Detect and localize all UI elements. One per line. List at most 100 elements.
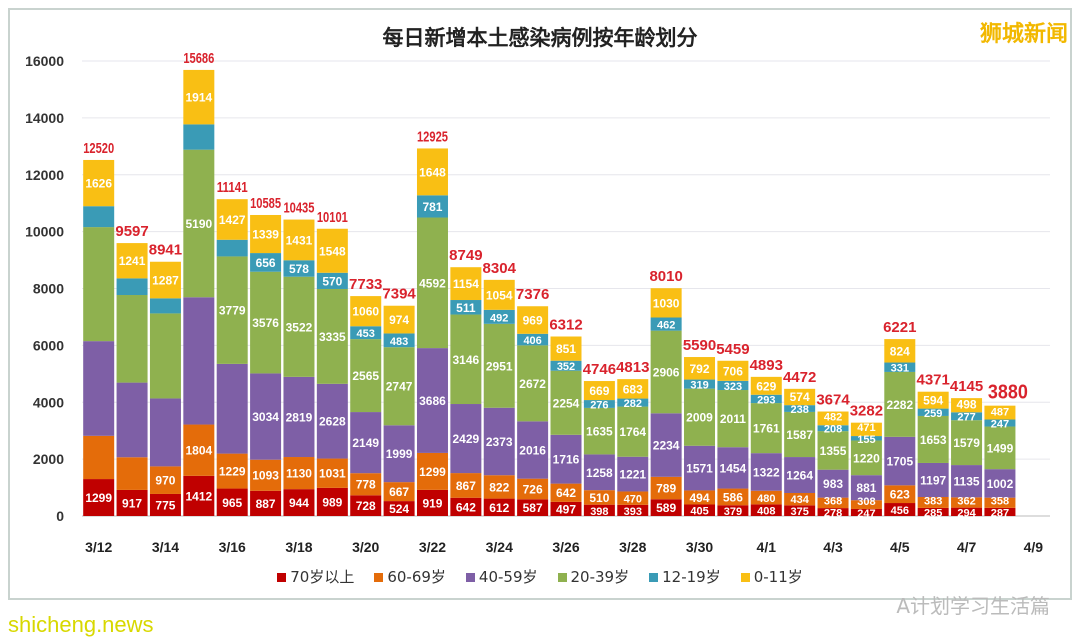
segment-label: 792: [690, 362, 710, 376]
bar-segment: [383, 305, 415, 334]
bar-segment: [784, 388, 816, 406]
segment-label: 629: [756, 379, 776, 393]
bar-segment: [216, 453, 248, 489]
segment-label: 1299: [85, 491, 112, 505]
bar-segment: [784, 411, 816, 458]
segment-label: 406: [523, 335, 541, 347]
total-label: 3880: [988, 382, 1028, 404]
bar-segment: [951, 497, 983, 508]
segment-label: 498: [957, 398, 977, 412]
bar-segment: [717, 390, 749, 448]
segment-label: 1355: [820, 444, 847, 458]
total-label: 7733: [349, 276, 382, 293]
bar-segment: [416, 489, 448, 516]
bar-segment: [917, 415, 949, 463]
bar-segment: [450, 497, 482, 516]
bar-segment: [750, 403, 782, 454]
segment-label: 3779: [219, 304, 246, 318]
segment-label: 368: [824, 496, 842, 508]
segment-label: 294: [957, 507, 976, 519]
bar-segment: [283, 457, 315, 490]
segment-label: 1241: [119, 254, 146, 268]
bar-segment: [316, 288, 348, 384]
bar-segment: [583, 381, 615, 401]
segment-label: 919: [422, 496, 442, 510]
total-label: 8749: [449, 247, 482, 264]
segment-label: 4592: [419, 276, 446, 290]
segment-label: 1626: [85, 177, 112, 191]
bar-segment: [750, 490, 782, 505]
segment-label: 358: [991, 495, 1009, 507]
bar-segment: [149, 261, 181, 299]
total-label: 8941: [149, 242, 182, 259]
bar-segment: [483, 323, 515, 408]
segment-label: 282: [624, 398, 642, 410]
segment-label: 1287: [152, 274, 179, 288]
bar-segment: [250, 459, 282, 491]
segment-label: 851: [556, 342, 576, 356]
segment-label: 1135: [954, 475, 980, 489]
segment-label: 1761: [753, 422, 780, 436]
segment-label: 2009: [686, 411, 713, 425]
bar-segment: [650, 499, 682, 516]
segment-label: 2906: [653, 365, 680, 379]
bar-segment: [817, 497, 849, 509]
segment-label: 1299: [419, 465, 446, 479]
segment-label: 570: [322, 274, 342, 288]
bar-segment: [116, 295, 148, 383]
segment-label: 1031: [319, 467, 346, 481]
segment-label: 511: [456, 301, 476, 315]
segment-label: 3335: [319, 330, 346, 344]
bar-segment: [951, 398, 983, 413]
segment-label: 1635: [586, 425, 613, 439]
bar-segment: [383, 425, 415, 483]
segment-label: 470: [624, 494, 642, 506]
total-label: 9597: [115, 223, 148, 240]
segment-label: 781: [422, 200, 442, 214]
bar-segment: [350, 296, 382, 327]
segment-label: 1716: [553, 453, 580, 467]
x-tick-label: 3/26: [552, 539, 579, 555]
segment-label: 594: [923, 394, 943, 408]
bar-segment: [83, 227, 115, 342]
segment-label: 524: [389, 502, 409, 516]
segment-label: 1258: [586, 466, 613, 480]
bar-segment: [784, 492, 816, 506]
bar-segment: [817, 431, 849, 470]
segment-label: 944: [289, 496, 309, 510]
bar-segment: [717, 505, 749, 516]
bar-segment: [817, 425, 849, 432]
x-tick-label: 3/24: [486, 539, 513, 555]
total-label: 5590: [683, 337, 716, 354]
bar-segment: [250, 271, 282, 374]
bar-segment: [149, 466, 181, 494]
x-tick-label: 3/18: [285, 539, 312, 555]
legend-swatch: [649, 573, 659, 582]
segment-label: 1221: [619, 468, 646, 482]
segment-label: 1154: [453, 277, 479, 291]
y-tick-label: 6000: [33, 337, 64, 353]
total-label: 4145: [950, 378, 983, 395]
bar-segment: [583, 400, 615, 408]
segment-label: 492: [490, 312, 508, 324]
bar-segment: [83, 206, 115, 228]
bar-segment: [116, 382, 148, 458]
segment-label: 497: [556, 502, 576, 516]
bar-segment: [917, 497, 949, 508]
segment-label: 881: [856, 481, 876, 495]
bar-segment: [917, 507, 949, 516]
bar-segment: [250, 214, 282, 254]
bar-segment: [583, 407, 615, 455]
segment-label: 276: [590, 399, 608, 411]
x-tick-label: 3/12: [85, 539, 112, 555]
segment-label: 155: [857, 434, 875, 446]
segment-label: 434: [790, 494, 809, 506]
segment-label: 462: [657, 320, 675, 332]
bar-segment: [717, 380, 749, 391]
bar-segment: [684, 490, 716, 505]
segment-label: 277: [957, 412, 975, 424]
segment-label: 2373: [486, 435, 513, 449]
legend-item: 0-11岁: [740, 566, 803, 587]
x-tick-label: 4/3: [823, 539, 843, 555]
segment-label: 612: [489, 501, 509, 515]
